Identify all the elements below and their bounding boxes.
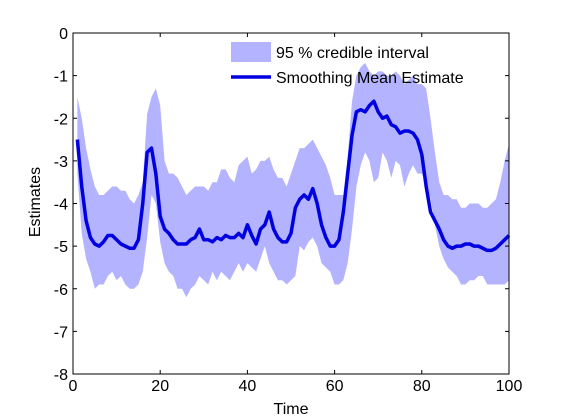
legend: 95 % credible interval Smoothing Mean Es…	[231, 42, 464, 87]
x-tick-label: 0	[69, 378, 78, 395]
credible-interval-band	[77, 62, 510, 298]
y-tick-label: -2	[54, 111, 68, 128]
x-tick-label: 20	[151, 378, 169, 395]
plot-area	[75, 62, 511, 298]
y-tick-label: -6	[54, 282, 68, 299]
legend-label-band: 95 % credible interval	[276, 45, 429, 62]
axes	[72, 32, 510, 375]
y-tick-label: -4	[54, 197, 68, 214]
y-tick-label: -7	[54, 324, 68, 341]
x-axis-label: Time	[274, 401, 309, 418]
smoothing-mean-line	[75, 99, 511, 253]
x-tick-label: 100	[496, 378, 523, 395]
legend-label-mean: Smoothing Mean Estimate	[276, 70, 464, 87]
tick-labels: 0 20 40 60 80 100 0 -1 -2 -3 -4 -5 -6 -7 -8	[54, 26, 523, 395]
y-tick-label: -1	[54, 69, 68, 86]
y-axis-label: Estimates	[27, 167, 44, 237]
y-tick-label: -8	[54, 367, 68, 384]
legend-swatch-band	[231, 42, 271, 62]
y-tick-label: -5	[54, 239, 68, 256]
x-tick-label: 40	[239, 378, 257, 395]
x-tick-label: 60	[326, 378, 344, 395]
y-tick-label: -3	[54, 154, 68, 171]
x-tick-label: 80	[413, 378, 431, 395]
y-tick-label: 0	[59, 26, 68, 43]
